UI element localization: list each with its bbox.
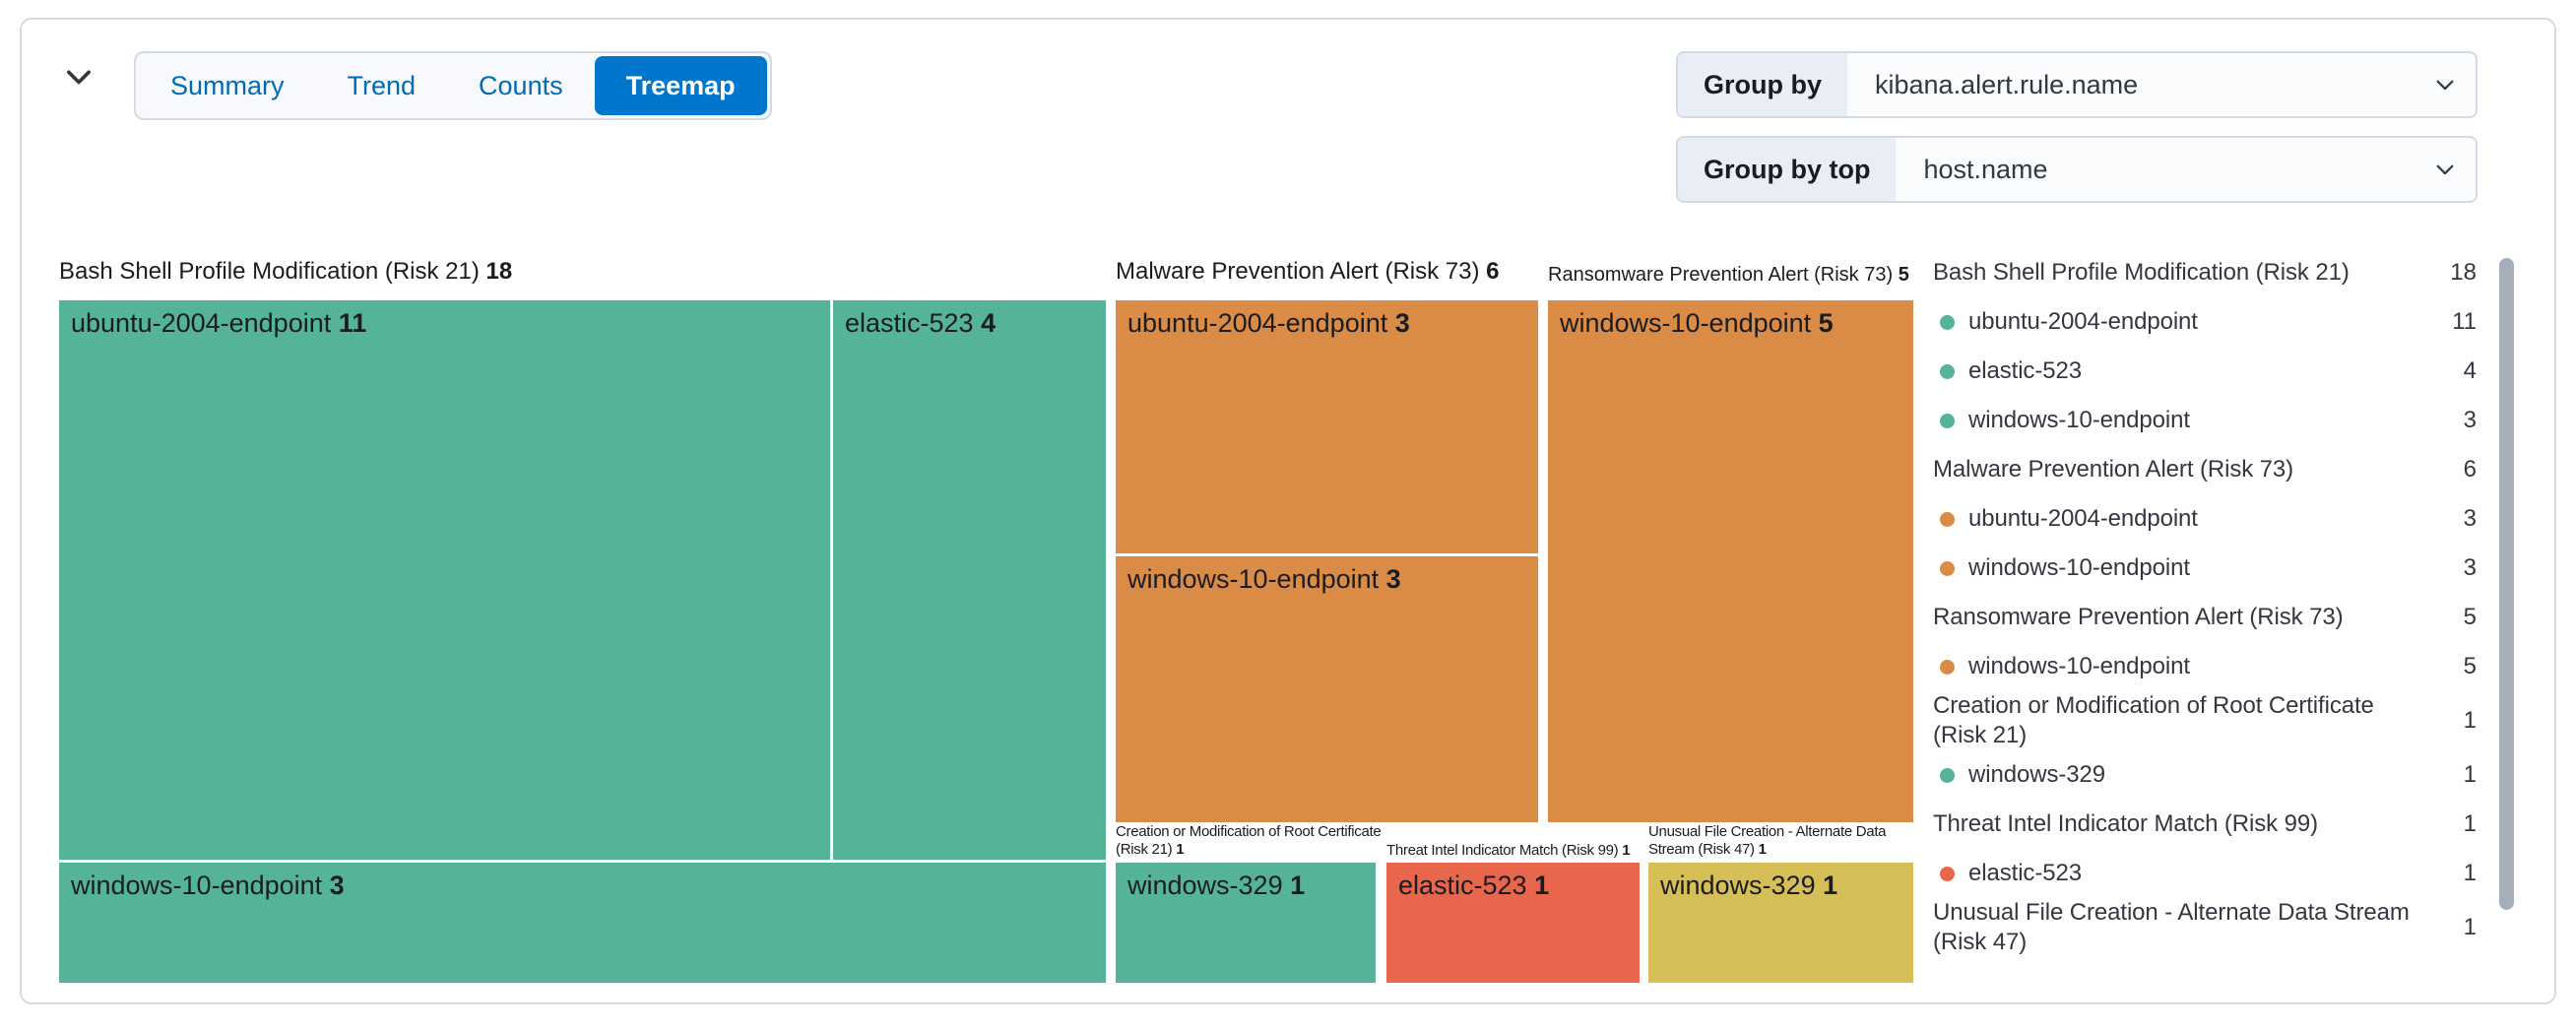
- legend-value: 3: [2463, 505, 2477, 532]
- legend-label: windows-10-endpoint: [1968, 653, 2190, 679]
- legend-title-row[interactable]: Bash Shell Profile Modification (Risk 21…: [1933, 248, 2477, 297]
- legend-value: 1: [2463, 860, 2477, 886]
- legend-child-row[interactable]: windows-10-endpoint 5: [1933, 642, 2477, 691]
- legend-value: 4: [2463, 357, 2477, 384]
- treemap-section-label: Ransomware Prevention Alert (Risk 73) 5: [1548, 264, 1909, 286]
- legend-dot-icon: [1940, 659, 1955, 675]
- group-by-top-select[interactable]: Group by top host.name: [1676, 136, 2478, 203]
- treemap-section-label: Threat Intel Indicator Match (Risk 99) 1: [1386, 842, 1631, 859]
- legend-dot-icon: [1940, 767, 1955, 783]
- treemap-legend: Bash Shell Profile Modification (Risk 21…: [1933, 248, 2477, 957]
- legend-dot-icon: [1940, 866, 1955, 881]
- legend-title-row[interactable]: Unusual File Creation - Alternate Data S…: [1933, 898, 2477, 957]
- legend-label: Threat Intel Indicator Match (Risk 99): [1933, 810, 2319, 837]
- legend-child-row[interactable]: elastic-523 4: [1933, 347, 2477, 396]
- legend-label: Bash Shell Profile Modification (Risk 21…: [1933, 259, 2350, 286]
- legend-dot-icon: [1940, 314, 1955, 330]
- group-by-select[interactable]: Group by kibana.alert.rule.name: [1676, 51, 2478, 118]
- legend-child-row[interactable]: ubuntu-2004-endpoint 11: [1933, 297, 2477, 347]
- treemap-cell-windows-329[interactable]: windows-329 1: [1648, 863, 1913, 983]
- legend-title-row[interactable]: Ransomware Prevention Alert (Risk 73) 5: [1933, 593, 2477, 642]
- legend-label: Malware Prevention Alert (Risk 73): [1933, 456, 2294, 483]
- treemap-section-label: Creation or Modification of Root Certifi…: [1116, 823, 1382, 859]
- treemap-section-label: Unusual File Creation - Alternate Data S…: [1648, 823, 1887, 859]
- group-by-top-value: host.name: [1923, 154, 2048, 184]
- legend-label: windows-10-endpoint: [1968, 407, 2190, 433]
- treemap-section-label: Malware Prevention Alert (Risk 73) 6: [1116, 258, 1500, 285]
- treemap-cell-windows-10-endpoint[interactable]: windows-10-endpoint 3: [59, 863, 1106, 983]
- legend-dot-icon: [1940, 560, 1955, 576]
- collapse-panel-button[interactable]: [55, 55, 102, 102]
- chevron-down-icon: [2415, 53, 2476, 116]
- legend-child-row[interactable]: windows-10-endpoint 3: [1933, 396, 2477, 445]
- legend-value: 1: [2463, 761, 2477, 788]
- legend-title-row[interactable]: Malware Prevention Alert (Risk 73) 6: [1933, 445, 2477, 494]
- legend-label: elastic-523: [1968, 860, 2082, 886]
- legend-label: windows-329: [1968, 761, 2105, 788]
- tab-treemap[interactable]: Treemap: [594, 56, 767, 115]
- legend-value: 1: [2463, 707, 2477, 734]
- treemap-cell-elastic-523[interactable]: elastic-523 1: [1386, 863, 1640, 983]
- legend-child-row[interactable]: windows-10-endpoint 3: [1933, 544, 2477, 593]
- legend-value: 5: [2463, 653, 2477, 679]
- legend-child-row[interactable]: windows-329 1: [1933, 750, 2477, 800]
- tab-counts[interactable]: Counts: [479, 70, 563, 100]
- legend-dot-icon: [1940, 511, 1955, 527]
- legend-child-row[interactable]: ubuntu-2004-endpoint 3: [1933, 494, 2477, 544]
- legend-label: ubuntu-2004-endpoint: [1968, 505, 2198, 532]
- group-by-top-label: Group by top: [1678, 138, 1897, 201]
- legend-label: Unusual File Creation - Alternate Data S…: [1933, 899, 2410, 955]
- legend-scrollbar[interactable]: [2499, 258, 2514, 910]
- legend-value: 11: [2452, 308, 2477, 335]
- group-by-value: kibana.alert.rule.name: [1875, 69, 2139, 99]
- treemap-cell-windows-10-endpoint[interactable]: windows-10-endpoint 3: [1116, 556, 1538, 822]
- legend-value: 5: [2463, 604, 2477, 630]
- group-by-label: Group by: [1678, 53, 1847, 116]
- legend-title-row[interactable]: Threat Intel Indicator Match (Risk 99) 1: [1933, 800, 2477, 849]
- treemap-cell-ubuntu-2004-endpoint[interactable]: ubuntu-2004-endpoint 11: [59, 300, 830, 860]
- legend-label: windows-10-endpoint: [1968, 554, 2190, 581]
- legend-value: 3: [2463, 407, 2477, 433]
- tab-summary[interactable]: Summary: [170, 70, 285, 100]
- treemap-cell-windows-10-endpoint[interactable]: windows-10-endpoint 5: [1548, 300, 1913, 822]
- legend-value: 18: [2450, 259, 2477, 286]
- treemap-cell-elastic-523[interactable]: elastic-523 4: [833, 300, 1106, 860]
- chevron-down-icon: [2415, 138, 2476, 201]
- treemap-cell-windows-329[interactable]: windows-329 1: [1116, 863, 1376, 983]
- legend-value: 6: [2463, 456, 2477, 483]
- treemap-cell-ubuntu-2004-endpoint[interactable]: ubuntu-2004-endpoint 3: [1116, 300, 1538, 553]
- legend-value: 1: [2463, 914, 2477, 940]
- chevron-down-icon: [62, 60, 96, 98]
- legend-label: Ransomware Prevention Alert (Risk 73): [1933, 604, 2344, 630]
- legend-child-row[interactable]: elastic-523 1: [1933, 849, 2477, 898]
- tab-trend[interactable]: Trend: [347, 70, 417, 100]
- tab-group: Summary Trend Counts Treemap: [134, 51, 772, 120]
- legend-value: 3: [2463, 554, 2477, 581]
- treemap-section-label: Bash Shell Profile Modification (Risk 21…: [59, 258, 513, 285]
- legend-title-row[interactable]: Creation or Modification of Root Certifi…: [1933, 691, 2477, 750]
- legend-label: Creation or Modification of Root Certifi…: [1933, 692, 2374, 748]
- legend-label: elastic-523: [1968, 357, 2082, 384]
- legend-dot-icon: [1940, 413, 1955, 428]
- legend-dot-icon: [1940, 363, 1955, 379]
- legend-value: 1: [2463, 810, 2477, 837]
- legend-label: ubuntu-2004-endpoint: [1968, 308, 2198, 335]
